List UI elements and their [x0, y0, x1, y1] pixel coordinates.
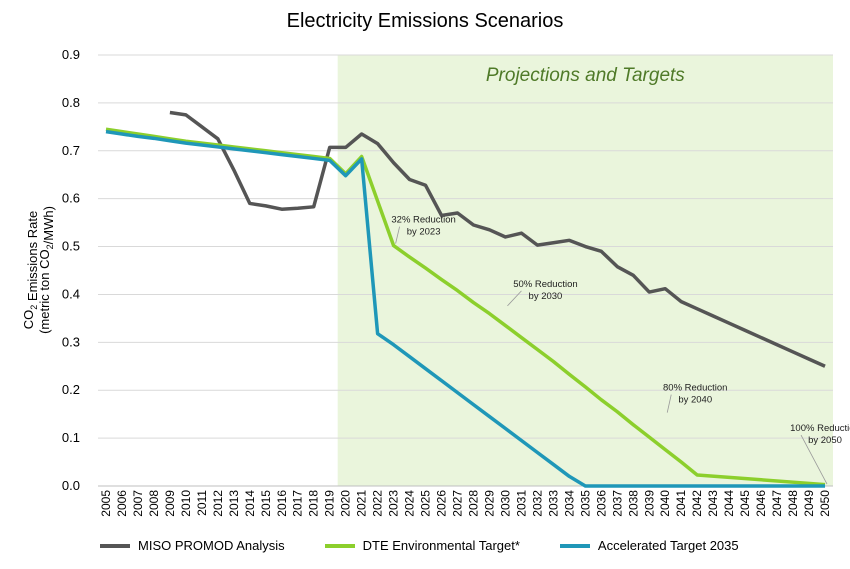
x-tick-label: 2028: [466, 490, 480, 517]
x-tick-label: 2006: [115, 490, 129, 517]
x-tick-label: 2039: [642, 490, 656, 517]
x-tick-label: 2021: [355, 490, 369, 517]
y-tick-label: 0.7: [62, 143, 80, 158]
x-tick-label: 2038: [626, 490, 640, 517]
x-tick-label: 2035: [578, 490, 592, 517]
x-tick-label: 2049: [802, 490, 816, 517]
y-tick-label: 0.2: [62, 382, 80, 397]
x-tick-label: 2050: [818, 490, 832, 517]
x-tick-label: 2040: [658, 490, 672, 517]
x-tick-label: 2033: [546, 490, 560, 517]
x-tick-label: 2029: [482, 490, 496, 517]
legend-swatch-dte: [324, 543, 355, 548]
legend-swatch-accelerated: [559, 543, 590, 548]
annotation-label: by 2023: [407, 227, 441, 238]
y-tick-label: 0.9: [62, 47, 80, 62]
y-tick-label: 0.8: [62, 95, 80, 110]
y-tick-label: 0.6: [62, 191, 80, 206]
x-tick-label: 2009: [163, 490, 177, 517]
x-tick-label: 2042: [690, 490, 704, 517]
legend-label-dte: DTE Environmental Target*: [362, 538, 520, 553]
x-tick-label: 2008: [147, 490, 161, 517]
annotation-label: by 2030: [529, 291, 563, 302]
x-tick-label: 2022: [371, 490, 385, 517]
chart-title: Electricity Emissions Scenarios: [286, 10, 564, 32]
y-axis-label: CO2 Emissions Rate: [21, 211, 40, 329]
y-tick-label: 0.4: [62, 286, 80, 301]
legend-label-miso: MISO PROMOD Analysis: [138, 538, 285, 553]
annotation-leader: [507, 290, 522, 307]
x-tick-label: 2031: [514, 490, 528, 517]
region-label: Projections and Targets: [486, 65, 685, 86]
x-tick-label: 2025: [419, 490, 433, 517]
y-tick-label: 0.0: [62, 478, 80, 493]
annotation-leader: [800, 434, 828, 485]
x-tick-label: 2017: [291, 490, 305, 517]
x-tick-label: 2023: [387, 490, 401, 517]
x-tick-label: 2007: [131, 490, 145, 517]
annotation-label: 32% Reduction: [391, 215, 455, 226]
projection-region: [337, 55, 833, 486]
x-tick-label: 2044: [722, 490, 736, 517]
x-tick-label: 2018: [307, 490, 321, 517]
y-tick-label: 0.1: [62, 430, 80, 445]
legend-label-accelerated: Accelerated Target 2035: [597, 538, 739, 553]
annotation-label: 80% Reduction: [663, 383, 727, 394]
x-tick-label: 2032: [530, 490, 544, 517]
annotation-label: by 2050: [808, 435, 842, 446]
x-tick-label: 2026: [435, 490, 449, 517]
annotation-leader: [395, 226, 400, 244]
x-tick-label: 2034: [562, 490, 576, 517]
x-tick-label: 2036: [594, 490, 608, 517]
x-tick-label: 2048: [786, 490, 800, 517]
x-tick-label: 2020: [339, 490, 353, 517]
legend-item-miso: MISO PROMOD Analysis: [100, 538, 285, 553]
x-tick-label: 2030: [498, 490, 512, 517]
annotation-label: by 2040: [678, 395, 712, 406]
x-tick-label: 2037: [610, 490, 624, 517]
x-tick-label: 2011: [195, 490, 209, 516]
x-tick-label: 2046: [754, 490, 768, 517]
x-tick-label: 2024: [403, 490, 417, 517]
x-tick-label: 2043: [706, 490, 720, 517]
annotation-label: 100% Reduction: [790, 423, 850, 434]
chart-legend: MISO PROMOD Analysis DTE Environmental T…: [100, 538, 739, 553]
x-tick-label: 2015: [259, 490, 273, 517]
x-tick-label: 2027: [451, 490, 465, 517]
y-tick-label: 0.3: [62, 334, 80, 349]
x-tick-label: 2045: [738, 490, 752, 517]
series-line-0: [169, 110, 826, 368]
y-axis-label: (metric ton CO2/MWh): [37, 206, 56, 334]
x-tick-label: 2010: [179, 490, 193, 517]
legend-item-accelerated: Accelerated Target 2035: [559, 538, 739, 553]
series-line-1: [105, 127, 826, 487]
x-tick-label: 2041: [674, 490, 688, 517]
x-tick-label: 2013: [227, 490, 241, 517]
annotation-label: 50% Reduction: [513, 279, 577, 290]
annotation-leader: [666, 394, 672, 413]
series-line-2: [105, 129, 826, 488]
y-tick-label: 0.5: [62, 239, 80, 254]
x-tick-label: 2012: [211, 490, 225, 517]
x-tick-label: 2019: [323, 490, 337, 517]
x-tick-label: 2014: [243, 490, 257, 517]
x-tick-label: 2047: [770, 490, 784, 517]
legend-item-dte: DTE Environmental Target*: [324, 538, 520, 553]
x-tick-label: 2005: [99, 490, 113, 517]
legend-swatch-miso: [100, 543, 130, 548]
x-tick-label: 2016: [275, 490, 289, 517]
